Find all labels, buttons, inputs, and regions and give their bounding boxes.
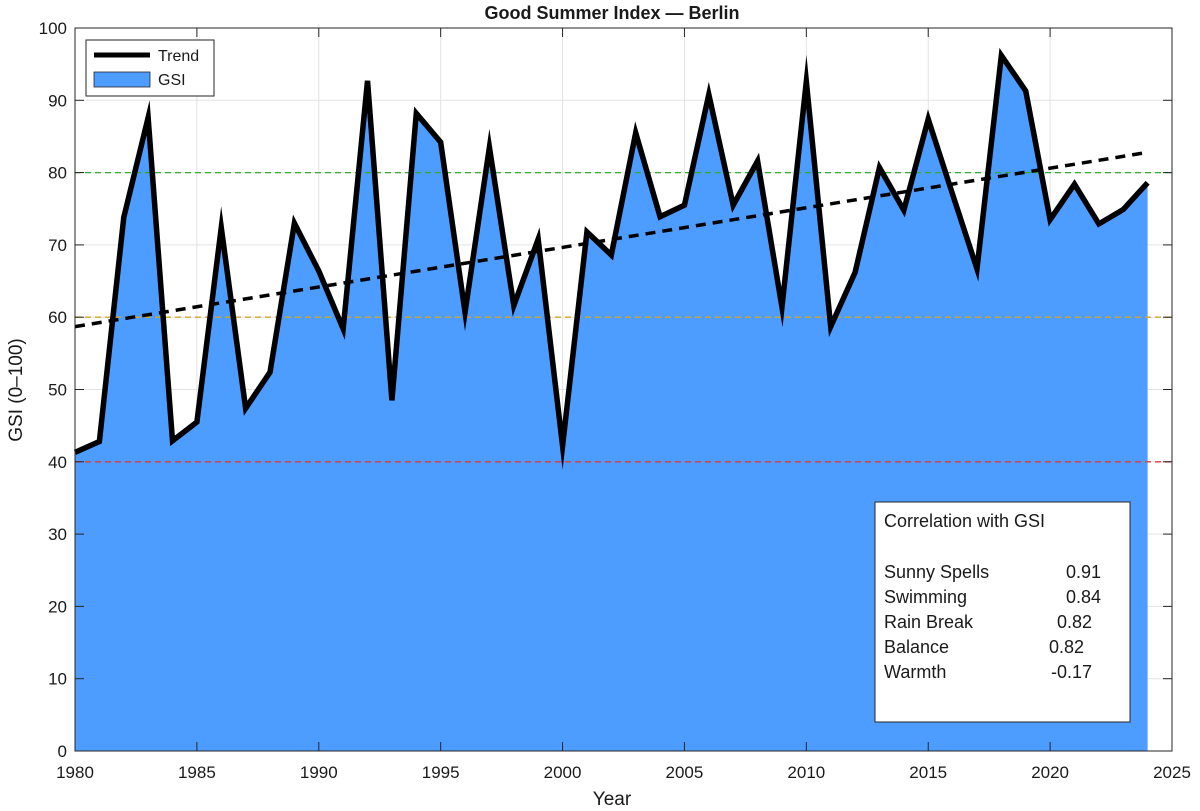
y-tick-label: 80 — [48, 164, 67, 183]
gsi-line — [73, 47, 1150, 470]
annotation-title: Correlation with GSI — [884, 511, 1045, 531]
annotation-label: Warmth — [884, 662, 946, 682]
y-tick-label: 20 — [48, 597, 67, 616]
trend-line — [74, 150, 1148, 329]
annotation-box — [874, 501, 1131, 723]
x-tick-label: 2010 — [787, 763, 825, 782]
chart-title: Good Summer Index — Berlin — [484, 3, 739, 23]
x-tick-label: 1990 — [300, 763, 338, 782]
x-axis-label: Year — [593, 789, 632, 810]
y-tick-label: 60 — [48, 308, 67, 327]
y-tick-label: 40 — [48, 453, 67, 472]
annotation-label: Rain Break — [884, 612, 974, 632]
x-tick-label: 1980 — [56, 763, 94, 782]
y-tick-label: 10 — [48, 670, 67, 689]
legend: Trend GSI — [85, 39, 215, 97]
legend-gsi-swatch — [93, 71, 151, 88]
y-tick-label: 0 — [58, 742, 67, 761]
x-tick-label: 2015 — [909, 763, 947, 782]
x-tick-label: 1985 — [178, 763, 216, 782]
axis-ticks: 1980 1985 1990 1995 2000 2005 2010 2015 2020 2025… — [39, 19, 1191, 782]
y-tick-label: 50 — [48, 381, 67, 400]
annotation-label: Balance — [884, 637, 949, 657]
annotation-label: Swimming — [884, 587, 967, 607]
y-tick-label: 100 — [39, 19, 67, 38]
x-tick-label: 1995 — [422, 763, 460, 782]
x-tick-label: 2020 — [1031, 763, 1069, 782]
y-tick-label: 90 — [48, 91, 67, 110]
legend-gsi-label: GSI — [158, 72, 186, 89]
y-tick-label: 70 — [48, 236, 67, 255]
x-tick-label: 2000 — [544, 763, 582, 782]
annotation-value: 0.91 — [1066, 562, 1101, 582]
annotation-value: 0.82 — [1049, 637, 1084, 657]
correlation-annotation: Correlation with GSI Sunny Spells 0.91 S… — [874, 501, 1131, 723]
y-axis-label: GSI (0–100) — [6, 338, 27, 442]
annotation-value: 0.82 — [1057, 612, 1092, 632]
x-tick-label: 2025 — [1153, 763, 1191, 782]
legend-trend-label: Trend — [158, 48, 199, 65]
annotation-label: Sunny Spells — [884, 562, 989, 582]
annotation-value: -0.17 — [1051, 662, 1092, 682]
annotation-value: 0.84 — [1066, 587, 1101, 607]
x-tick-label: 2005 — [666, 763, 704, 782]
y-tick-label: 30 — [48, 525, 67, 544]
